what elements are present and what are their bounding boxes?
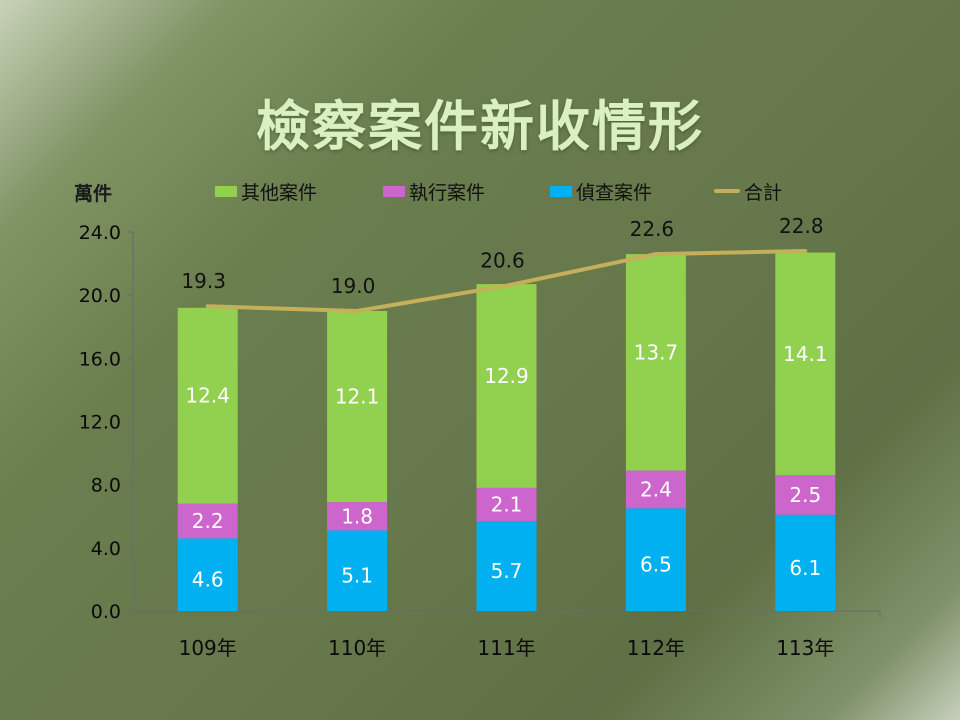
bar-segment <box>177 307 238 504</box>
bar-segment-label: 12.9 <box>484 364 529 388</box>
bar-segment <box>177 538 238 611</box>
legend-item-investigation: 偵查案件 <box>550 178 652 204</box>
total-label: 20.6 <box>480 249 525 273</box>
bar-segment-label: 14.1 <box>783 342 828 366</box>
legend-item-total: 合計 <box>714 178 782 204</box>
bar-segment <box>775 252 836 476</box>
legend-swatch-other <box>215 185 237 197</box>
legend-item-execution: 執行案件 <box>383 178 485 204</box>
bar-segment-label: 12.4 <box>185 384 230 408</box>
legend-label-investigation: 偵查案件 <box>576 181 653 204</box>
bar-segment-label: 5.1 <box>341 564 373 588</box>
y-tick-label: 8.0 <box>91 475 121 497</box>
legend-swatch-execution <box>383 185 405 197</box>
x-category-label: 111年 <box>477 636 535 660</box>
total-line <box>205 248 808 313</box>
legend-line-total <box>714 189 740 193</box>
bar-segment <box>476 487 537 521</box>
total-label: 22.8 <box>779 214 824 238</box>
legend-item-other: 其他案件 <box>215 178 317 204</box>
bar-segment-label: 2.5 <box>789 483 821 507</box>
x-category-label: 110年 <box>328 636 386 660</box>
bar-segment <box>775 475 836 515</box>
bar-segment-label: 13.7 <box>634 340 679 364</box>
bar-segment-label: 4.6 <box>192 568 224 592</box>
total-label: 19.0 <box>331 274 376 298</box>
y-tick-label: 20.0 <box>79 285 121 307</box>
bar-segment <box>327 530 388 611</box>
bar-segment-label: 5.7 <box>491 559 523 583</box>
bar-segment-label: 2.1 <box>491 492 523 516</box>
legend-label-execution: 執行案件 <box>409 181 486 204</box>
x-category-label: 113年 <box>776 636 834 660</box>
total-label: 22.6 <box>630 217 675 241</box>
y-tick-label: 4.0 <box>91 538 121 560</box>
bar-segment-label: 2.4 <box>640 477 672 501</box>
chart-title: 檢察案件新收情形 <box>256 95 704 158</box>
bar-segment <box>327 502 388 531</box>
bar-segment <box>625 508 686 611</box>
bar-segment-label: 12.1 <box>335 384 380 408</box>
legend-label-other: 其他案件 <box>241 181 318 204</box>
bar-segment-label: 2.2 <box>192 509 224 533</box>
bar-segment <box>476 284 537 488</box>
bar-segment <box>625 254 686 471</box>
y-tick-label: 12.0 <box>79 412 121 434</box>
bar-segment <box>775 514 836 611</box>
bar-segment <box>476 520 537 611</box>
bar-segment-label: 1.8 <box>341 504 373 528</box>
legend-label-total: 合計 <box>744 181 783 204</box>
bar-segment <box>625 470 686 509</box>
bar-segment <box>177 503 238 539</box>
bar-segment-label: 6.1 <box>789 556 821 580</box>
y-axis-unit: 萬件 <box>74 183 113 205</box>
legend-swatch-investigation <box>550 185 572 197</box>
bar-segment-label: 6.5 <box>640 553 672 577</box>
x-category-label: 112年 <box>627 636 685 660</box>
x-category-label: 109年 <box>179 636 237 660</box>
y-tick-label: 0.0 <box>91 601 121 623</box>
bar-segment <box>327 310 388 503</box>
y-tick-label: 24.0 <box>79 222 121 244</box>
total-label: 19.3 <box>181 269 226 293</box>
y-tick-label: 16.0 <box>79 348 121 370</box>
